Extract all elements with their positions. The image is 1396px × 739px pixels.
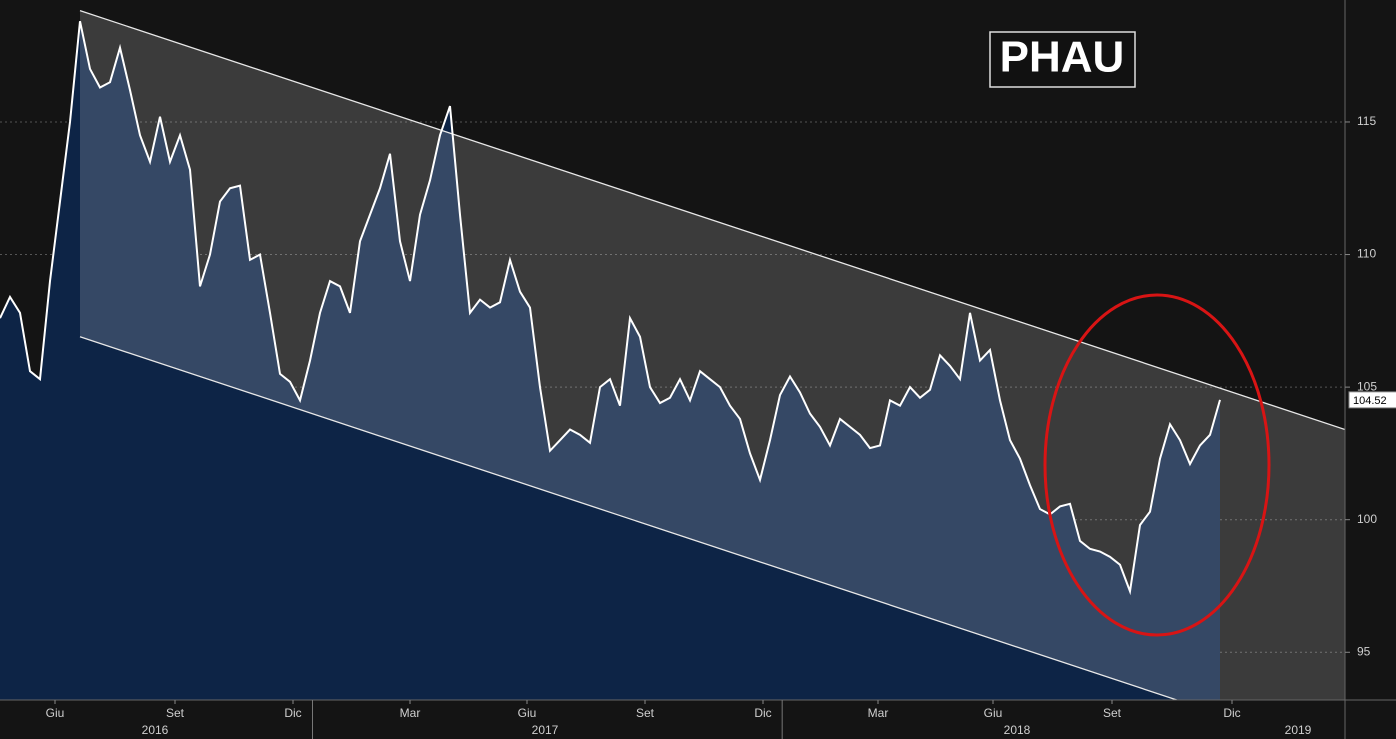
channel-line: [79, 9, 1345, 431]
x-tick-label: Dic: [754, 706, 771, 720]
year-label: 2016: [142, 723, 169, 737]
y-tick-label: 105: [1357, 379, 1377, 393]
y-tick-label: 100: [1357, 512, 1377, 526]
year-label: 2017: [532, 723, 559, 737]
highlight-ellipse: [1043, 293, 1271, 637]
year-label: 2019: [1285, 723, 1312, 737]
x-tick-label: Dic: [1223, 706, 1240, 720]
title-box: [989, 31, 1136, 88]
price-line: [0, 21, 1221, 596]
x-tick-label: Mar: [868, 706, 889, 720]
y-tick-label: 95: [1357, 644, 1371, 658]
y-tick-label: 110: [1357, 247, 1376, 261]
channel-band: [80, 10, 1345, 700]
chart-title: PHAU: [1000, 33, 1125, 82]
last-value-box: [1348, 391, 1396, 409]
x-tick-label: Set: [636, 706, 655, 720]
area: [0, 21, 1220, 700]
x-tick-label: Dic: [284, 706, 301, 720]
x-tick-label: Giu: [46, 706, 65, 720]
last-value-label: 104.52: [1353, 395, 1387, 407]
channel-line: [79, 336, 1179, 700]
plot-area: [0, 9, 1345, 700]
year-label: 2018: [1004, 723, 1031, 737]
x-tick-label: Giu: [984, 706, 1003, 720]
x-tick-label: Set: [166, 706, 185, 720]
x-tick-label: Mar: [400, 706, 421, 720]
x-tick-label: Giu: [518, 706, 537, 720]
y-tick-label: 115: [1357, 114, 1376, 128]
x-tick-label: Set: [1103, 706, 1122, 720]
